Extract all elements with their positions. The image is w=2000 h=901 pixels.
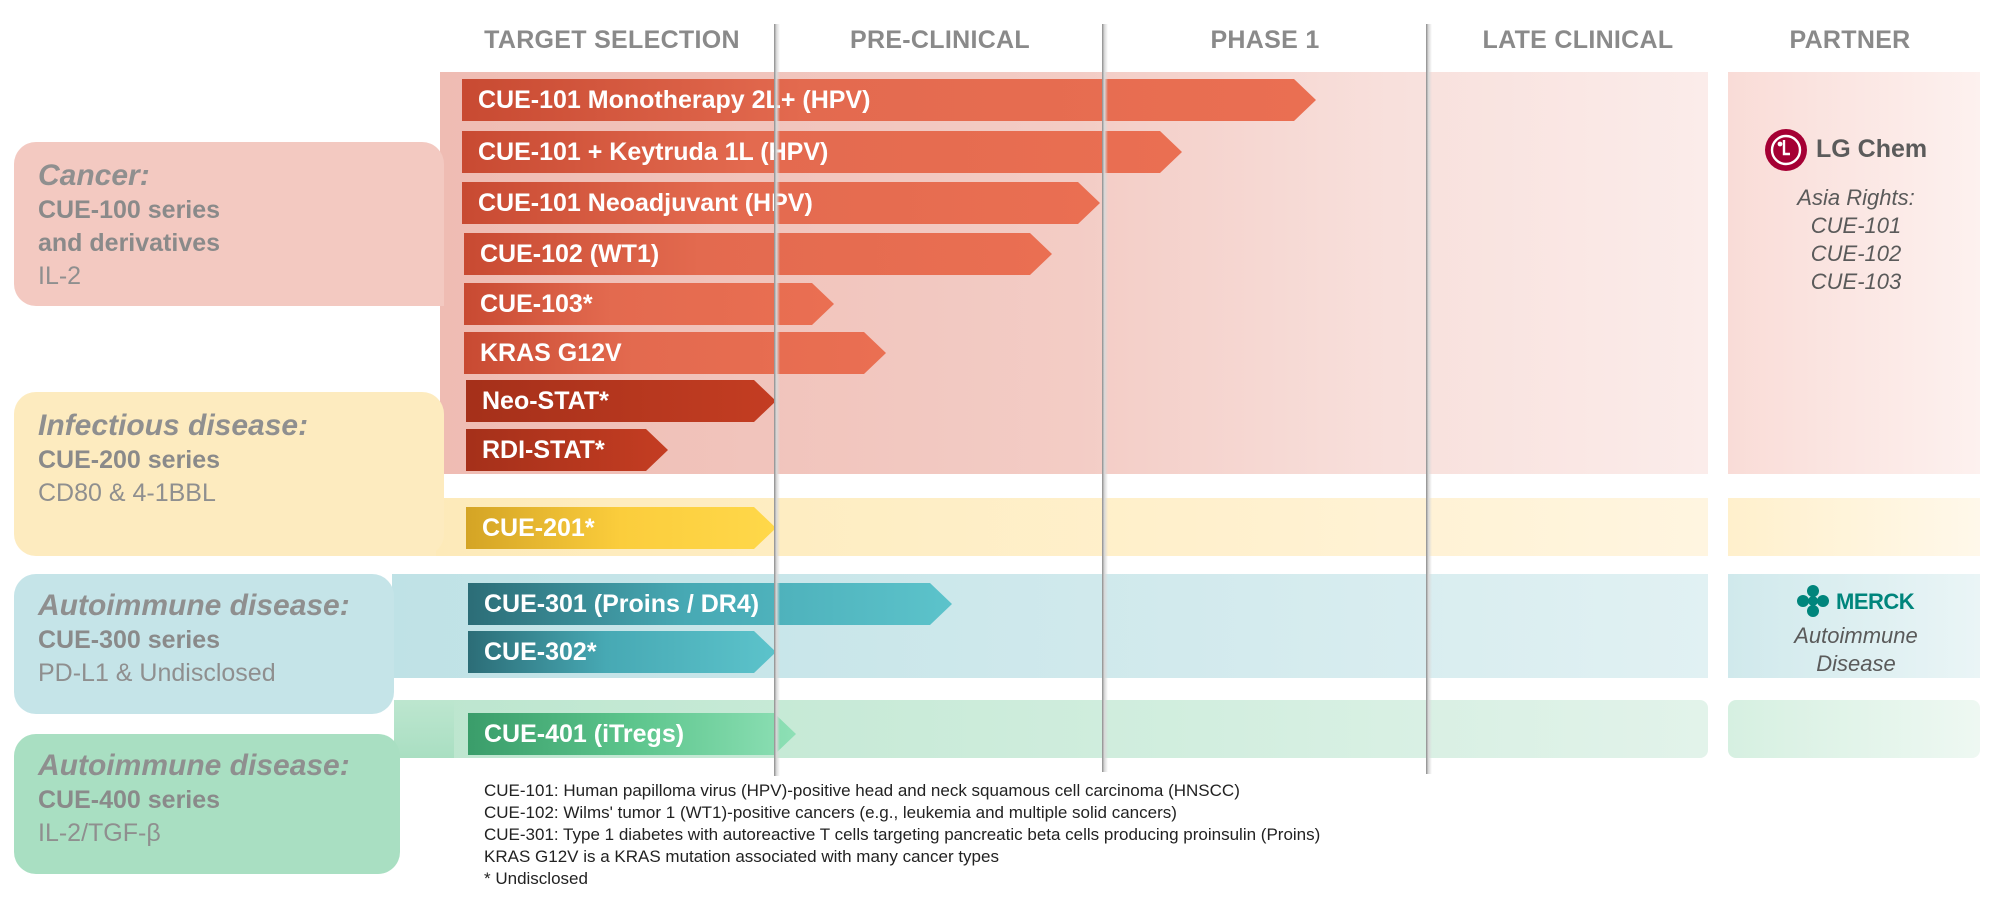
category-series: CUE-300 series	[38, 626, 221, 654]
merck-logo-text: MERCK	[1836, 589, 1915, 614]
program-arrow: CUE-101 Neoadjuvant (HPV)	[462, 182, 1100, 224]
category-cancer: Cancer: CUE-100 series and derivatives I…	[14, 142, 444, 306]
stage-header-partner: PARTNER	[1789, 26, 1911, 54]
program-arrow: Neo-STAT*	[466, 380, 776, 422]
program-arrow: CUE-101 + Keytruda 1L (HPV)	[462, 131, 1182, 173]
program-arrow: CUE-103*	[464, 283, 834, 325]
rights-item: CUE-103	[1810, 269, 1902, 294]
stage-header-phase-1: PHASE 1	[1210, 26, 1320, 54]
category-autoimmune-300: Autoimmune disease: CUE-300 series PD-L1…	[14, 574, 394, 714]
category-series: CUE-200 series	[38, 446, 221, 474]
rights-item: CUE-101	[1810, 213, 1902, 238]
autoimmune-300-partner-band	[1728, 574, 1980, 678]
stage-divider	[1426, 24, 1432, 774]
category-title: Cancer:	[38, 159, 150, 192]
merck-note-line: Autoimmune	[1794, 623, 1918, 648]
program-arrow: CUE-101 Monotherapy 2L+ (HPV)	[462, 79, 1316, 121]
autoimmune-400-connector	[394, 700, 454, 758]
category-infectious: Infectious disease: CUE-200 series CD80 …	[14, 392, 444, 556]
autoimmune-400-partner-band	[1728, 700, 1980, 758]
footnote: KRAS G12V is a KRAS mutation associated …	[484, 847, 999, 866]
merck-logo-icon	[1797, 585, 1829, 617]
stage-header-late-clinical: LATE CLINICAL	[1482, 26, 1674, 54]
category-detail: IL-2/TGF-β	[38, 819, 161, 847]
program-arrow: CUE-102 (WT1)	[464, 233, 1052, 275]
program-arrow: CUE-401 (iTregs)	[468, 713, 796, 755]
stage-header-target-selection: TARGET SELECTION	[484, 26, 740, 54]
merck-note-line: Disease	[1816, 651, 1896, 676]
category-autoimmune-400: Autoimmune disease: CUE-400 series IL-2/…	[14, 734, 400, 874]
category-detail: CD80 & 4-1BBL	[38, 479, 216, 507]
category-series: CUE-400 series	[38, 786, 221, 814]
lg-chem-logo: LG Chem	[1764, 128, 1954, 172]
lg-chem-logo-text: LG Chem	[1816, 135, 1928, 163]
program-arrow: CUE-302*	[468, 631, 776, 673]
merck-logo: MERCK	[1796, 584, 1926, 618]
merck-note: Autoimmune Disease	[1768, 622, 1944, 678]
stage-divider	[774, 24, 780, 776]
lg-logo-icon	[1765, 129, 1807, 171]
category-series: CUE-100 series	[38, 196, 221, 224]
footnote: CUE-301: Type 1 diabetes with autoreacti…	[484, 825, 1321, 844]
stage-header-pre-clinical: PRE-CLINICAL	[850, 26, 1030, 54]
lg-chem-rights: Asia Rights: CUE-101 CUE-102 CUE-103	[1768, 184, 1944, 296]
infectious-partner-band	[1728, 498, 1980, 556]
category-title: Autoimmune disease:	[38, 749, 350, 782]
category-title: Infectious disease:	[38, 409, 309, 442]
stage-divider	[1102, 24, 1108, 772]
category-series: and derivatives	[38, 229, 221, 257]
category-detail: IL-2	[38, 262, 82, 290]
program-arrow: RDI-STAT*	[466, 429, 668, 471]
rights-title: Asia Rights:	[1797, 185, 1915, 210]
category-title: Autoimmune disease:	[38, 589, 350, 622]
footnote: * Undisclosed	[484, 869, 588, 888]
program-arrow: KRAS G12V	[464, 332, 886, 374]
rights-item: CUE-102	[1810, 241, 1902, 266]
footnote: CUE-102: Wilms' tumor 1 (WT1)-positive c…	[484, 803, 1177, 822]
category-detail: PD-L1 & Undisclosed	[38, 659, 276, 687]
program-arrow: CUE-301 (Proins / DR4)	[468, 583, 952, 625]
footnote: CUE-101: Human papilloma virus (HPV)-pos…	[484, 781, 1240, 800]
program-arrow: CUE-201*	[466, 507, 776, 549]
